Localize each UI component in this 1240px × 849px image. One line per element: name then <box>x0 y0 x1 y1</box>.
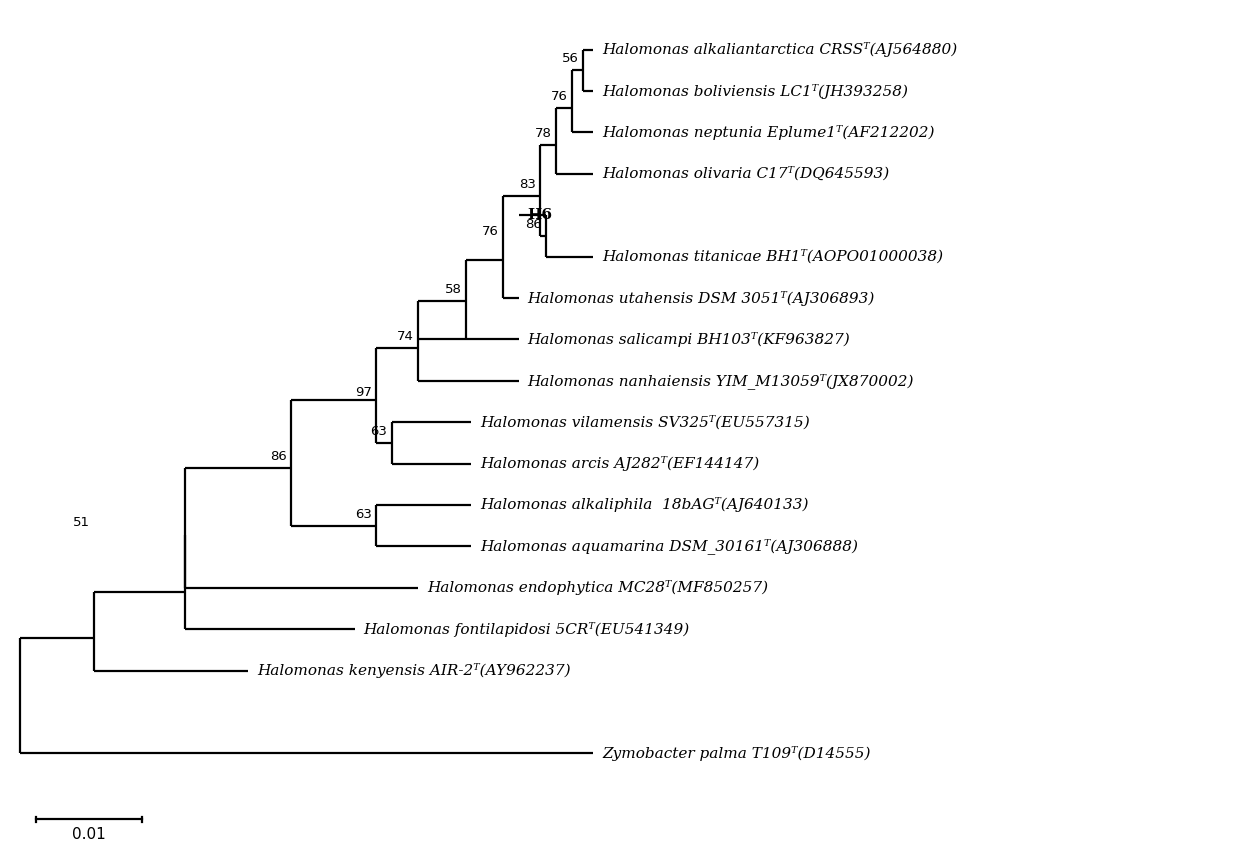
Text: 51: 51 <box>73 516 91 530</box>
Text: Halomonas salicampi BH103ᵀ(KF963827): Halomonas salicampi BH103ᵀ(KF963827) <box>528 332 851 347</box>
Text: Halomonas arcis AJ282ᵀ(EF144147): Halomonas arcis AJ282ᵀ(EF144147) <box>480 456 759 471</box>
Text: Halomonas nanhaiensis YIM_M13059ᵀ(JX870002): Halomonas nanhaiensis YIM_M13059ᵀ(JX8700… <box>528 373 914 389</box>
Text: Halomonas utahensis DSM 3051ᵀ(AJ306893): Halomonas utahensis DSM 3051ᵀ(AJ306893) <box>528 290 875 306</box>
Text: Halomonas vilamensis SV325ᵀ(EU557315): Halomonas vilamensis SV325ᵀ(EU557315) <box>480 415 810 430</box>
Text: Halomonas endophytica MC28ᵀ(MF850257): Halomonas endophytica MC28ᵀ(MF850257) <box>427 580 768 595</box>
Text: Halomonas kenyensis AIR-2ᵀ(AY962237): Halomonas kenyensis AIR-2ᵀ(AY962237) <box>257 663 570 678</box>
Text: Halomonas fontilapidosi 5CRᵀ(EU541349): Halomonas fontilapidosi 5CRᵀ(EU541349) <box>363 621 689 637</box>
Text: 76: 76 <box>482 225 498 238</box>
Text: Halomonas olivaria C17ᵀ(DQ645593): Halomonas olivaria C17ᵀ(DQ645593) <box>601 166 889 181</box>
Text: 78: 78 <box>536 127 552 140</box>
Text: 97: 97 <box>355 386 372 399</box>
Text: 56: 56 <box>562 53 579 65</box>
Text: 63: 63 <box>355 508 372 520</box>
Text: 86: 86 <box>525 218 542 231</box>
Text: 74: 74 <box>397 330 414 343</box>
Text: Halomonas aquamarina DSM_30161ᵀ(AJ306888): Halomonas aquamarina DSM_30161ᵀ(AJ306888… <box>480 538 858 554</box>
Text: Zymobacter palma T109ᵀ(D14555): Zymobacter palma T109ᵀ(D14555) <box>601 745 870 761</box>
Text: Halomonas neptunia Eplume1ᵀ(AF212202): Halomonas neptunia Eplume1ᵀ(AF212202) <box>601 125 935 140</box>
Text: 76: 76 <box>551 90 568 103</box>
Text: Halomonas titanicae BH1ᵀ(AOPO01000038): Halomonas titanicae BH1ᵀ(AOPO01000038) <box>601 250 944 264</box>
Text: 83: 83 <box>520 177 536 191</box>
Text: 0.01: 0.01 <box>72 827 105 842</box>
Text: H6: H6 <box>528 208 553 222</box>
Text: 86: 86 <box>270 450 286 464</box>
Text: Halomonas boliviensis LC1ᵀ(JH393258): Halomonas boliviensis LC1ᵀ(JH393258) <box>601 83 908 98</box>
Text: 58: 58 <box>445 284 461 296</box>
Text: Halomonas alkaliantarctica CRSSᵀ(AJ564880): Halomonas alkaliantarctica CRSSᵀ(AJ56488… <box>601 42 957 57</box>
Text: 63: 63 <box>371 424 387 438</box>
Text: Halomonas alkaliphila  18bAGᵀ(AJ640133): Halomonas alkaliphila 18bAGᵀ(AJ640133) <box>480 498 808 513</box>
